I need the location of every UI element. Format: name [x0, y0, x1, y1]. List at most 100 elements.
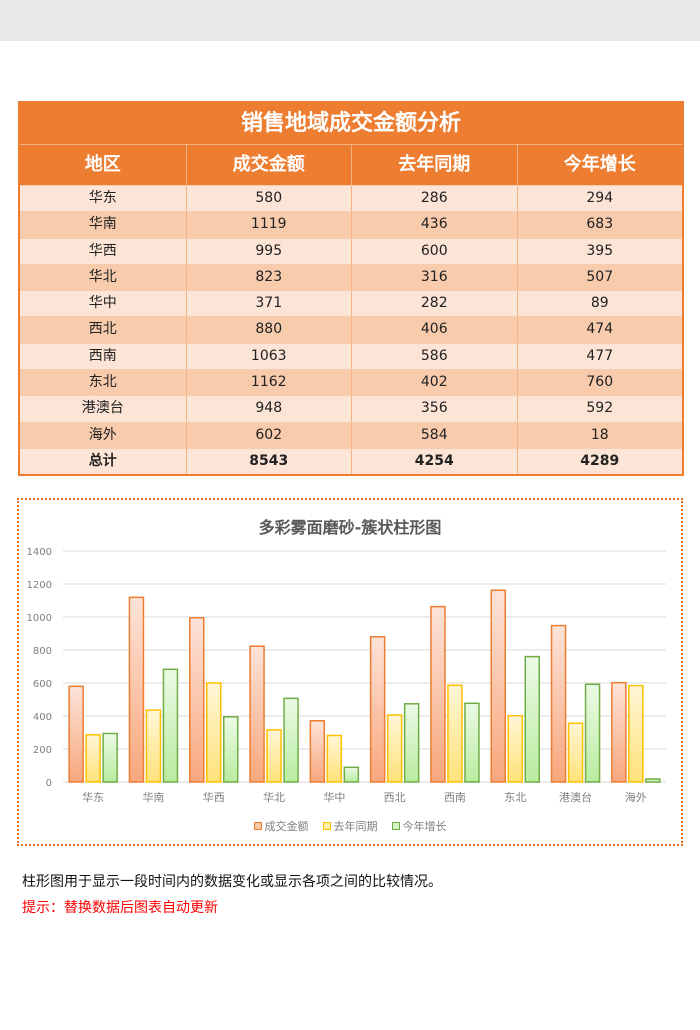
table-header-row: 地区 成交金额 去年同期 今年增长: [20, 145, 682, 185]
update-hint: 提示：替换数据后图表自动更新: [22, 900, 218, 916]
table-title: 销售地域成交金额分析: [20, 103, 682, 145]
last-year-cell: 586: [352, 343, 518, 370]
bar-last-year: [628, 684, 644, 783]
legend-item: 成交金额: [253, 818, 309, 834]
region-cell: 西北: [20, 317, 187, 343]
bar-growth: [102, 732, 118, 783]
y-tick-label: 600: [33, 679, 52, 690]
bar-growth: [645, 778, 661, 783]
bar-deal-amount: [309, 720, 326, 783]
deal-amount-cell: 880: [187, 317, 352, 343]
top-band: [0, 0, 700, 41]
table-row-total: 总计 8543 4254 4289: [20, 447, 682, 475]
region-cell: 西南: [20, 343, 187, 370]
header-region: 地区: [20, 145, 187, 185]
bar-growth: [283, 697, 299, 783]
bar-deal-amount: [430, 605, 446, 783]
legend-swatch-icon: [322, 822, 331, 830]
table-row: 东北 1162 402 760: [20, 369, 682, 396]
last-year-cell: 402: [352, 370, 518, 396]
x-tick-label: 华东: [82, 790, 104, 804]
bar-growth: [162, 668, 179, 783]
table-row: 西北 880 406 474: [20, 316, 682, 343]
deal-amount-cell: 948: [187, 396, 352, 422]
legend-swatch-icon: [253, 822, 262, 830]
table-row: 海外 602 584 18: [20, 421, 682, 448]
last-year-cell: 600: [352, 238, 518, 264]
last-year-cell: 406: [352, 317, 518, 343]
legend-label: 今年增长: [402, 820, 447, 833]
y-tick-label: 200: [33, 745, 52, 756]
total-growth: 4289: [580, 452, 620, 469]
deal-amount-cell: 580: [187, 186, 352, 212]
deal-amount-cell: 1063: [187, 343, 352, 370]
growth-cell: 89: [590, 295, 609, 312]
legend-label: 成交金额: [264, 820, 309, 833]
y-tick-label: 400: [33, 712, 52, 723]
bar-deal-amount: [550, 624, 567, 783]
deal-amount-cell: 995: [187, 238, 352, 264]
chart-description: 柱形图用于显示一段时间内的数据变化或显示各项之间的比较情况。: [22, 874, 442, 890]
y-tick-label: 0: [46, 778, 52, 789]
bar-growth: [403, 703, 420, 783]
bar-last-year: [567, 722, 584, 783]
bar-deal-amount: [189, 617, 205, 783]
total-last-year: 4254: [352, 448, 518, 475]
y-tick-label: 1400: [27, 547, 52, 558]
growth-cell: 683: [586, 216, 614, 233]
legend-label: 去年同期: [333, 820, 378, 833]
x-tick-label: 华南: [142, 790, 164, 804]
bar-last-year: [507, 714, 523, 783]
last-year-cell: 436: [352, 212, 518, 238]
deal-amount-cell: 1119: [187, 212, 352, 238]
bar-last-year: [206, 682, 222, 783]
sales-region-table: 销售地域成交金额分析 地区 成交金额 去年同期 今年增长 华东 580 286 294…: [18, 101, 684, 477]
last-year-cell: 584: [352, 422, 518, 448]
x-tick-label: 西北: [384, 791, 406, 804]
bar-growth: [223, 716, 239, 783]
x-tick-label: 东北: [504, 791, 526, 804]
legend-swatch-icon: [391, 822, 400, 830]
table-row: 西南 1063 586 477: [20, 342, 682, 370]
region-cell: 华南: [20, 212, 187, 238]
table-row: 华中 371 282 89: [20, 290, 682, 317]
x-tick-label: 西南: [444, 791, 466, 804]
table-row: 华东 580 286 294: [20, 185, 682, 212]
x-tick-label: 华西: [203, 790, 225, 804]
region-cell: 华东: [20, 186, 187, 212]
growth-cell: 474: [586, 321, 614, 338]
table-row: 华南 1119 436 683: [20, 211, 682, 238]
bar-deal-amount: [369, 636, 386, 783]
table-row: 港澳台 948 356 592: [20, 395, 682, 422]
last-year-cell: 286: [352, 186, 518, 212]
legend-item: 去年同期: [322, 818, 378, 834]
bar-growth: [343, 766, 360, 783]
total-deal-amount: 8543: [187, 448, 352, 475]
table-row: 华北 823 316 507: [20, 263, 682, 291]
last-year-cell: 356: [352, 396, 518, 422]
header-growth: 今年增长: [563, 154, 636, 175]
bar-deal-amount: [128, 596, 145, 783]
bar-growth: [584, 683, 601, 783]
y-tick-label: 800: [33, 646, 52, 657]
growth-cell: 395: [586, 242, 614, 259]
growth-cell: 592: [586, 400, 614, 417]
region-cell: 港澳台: [20, 396, 187, 422]
total-label: 总计: [20, 448, 187, 475]
region-cell: 华西: [20, 238, 187, 264]
table-body: 华东 580 286 294 华南 1119 436 683 华西 995 600 395 华北 823 3…: [20, 185, 682, 448]
bar-deal-amount: [611, 681, 627, 783]
header-deal-amount: 成交金额: [187, 145, 352, 185]
deal-amount-cell: 823: [187, 264, 352, 291]
growth-cell: 507: [586, 268, 614, 285]
bar-last-year: [85, 734, 101, 783]
bar-growth: [524, 655, 540, 783]
chart-container: 多彩雾面磨砂-簇状柱形图 0 200 400 600 800 1000 1200 1400 华东…: [17, 498, 683, 846]
bar-last-year: [266, 729, 282, 783]
y-tick-label: 1200: [27, 580, 52, 591]
bar-last-year: [326, 734, 343, 783]
bar-deal-amount: [490, 589, 506, 783]
region-cell: 海外: [20, 422, 187, 448]
region-cell: 华中: [20, 291, 187, 317]
x-tick-label: 港澳台: [559, 790, 592, 804]
